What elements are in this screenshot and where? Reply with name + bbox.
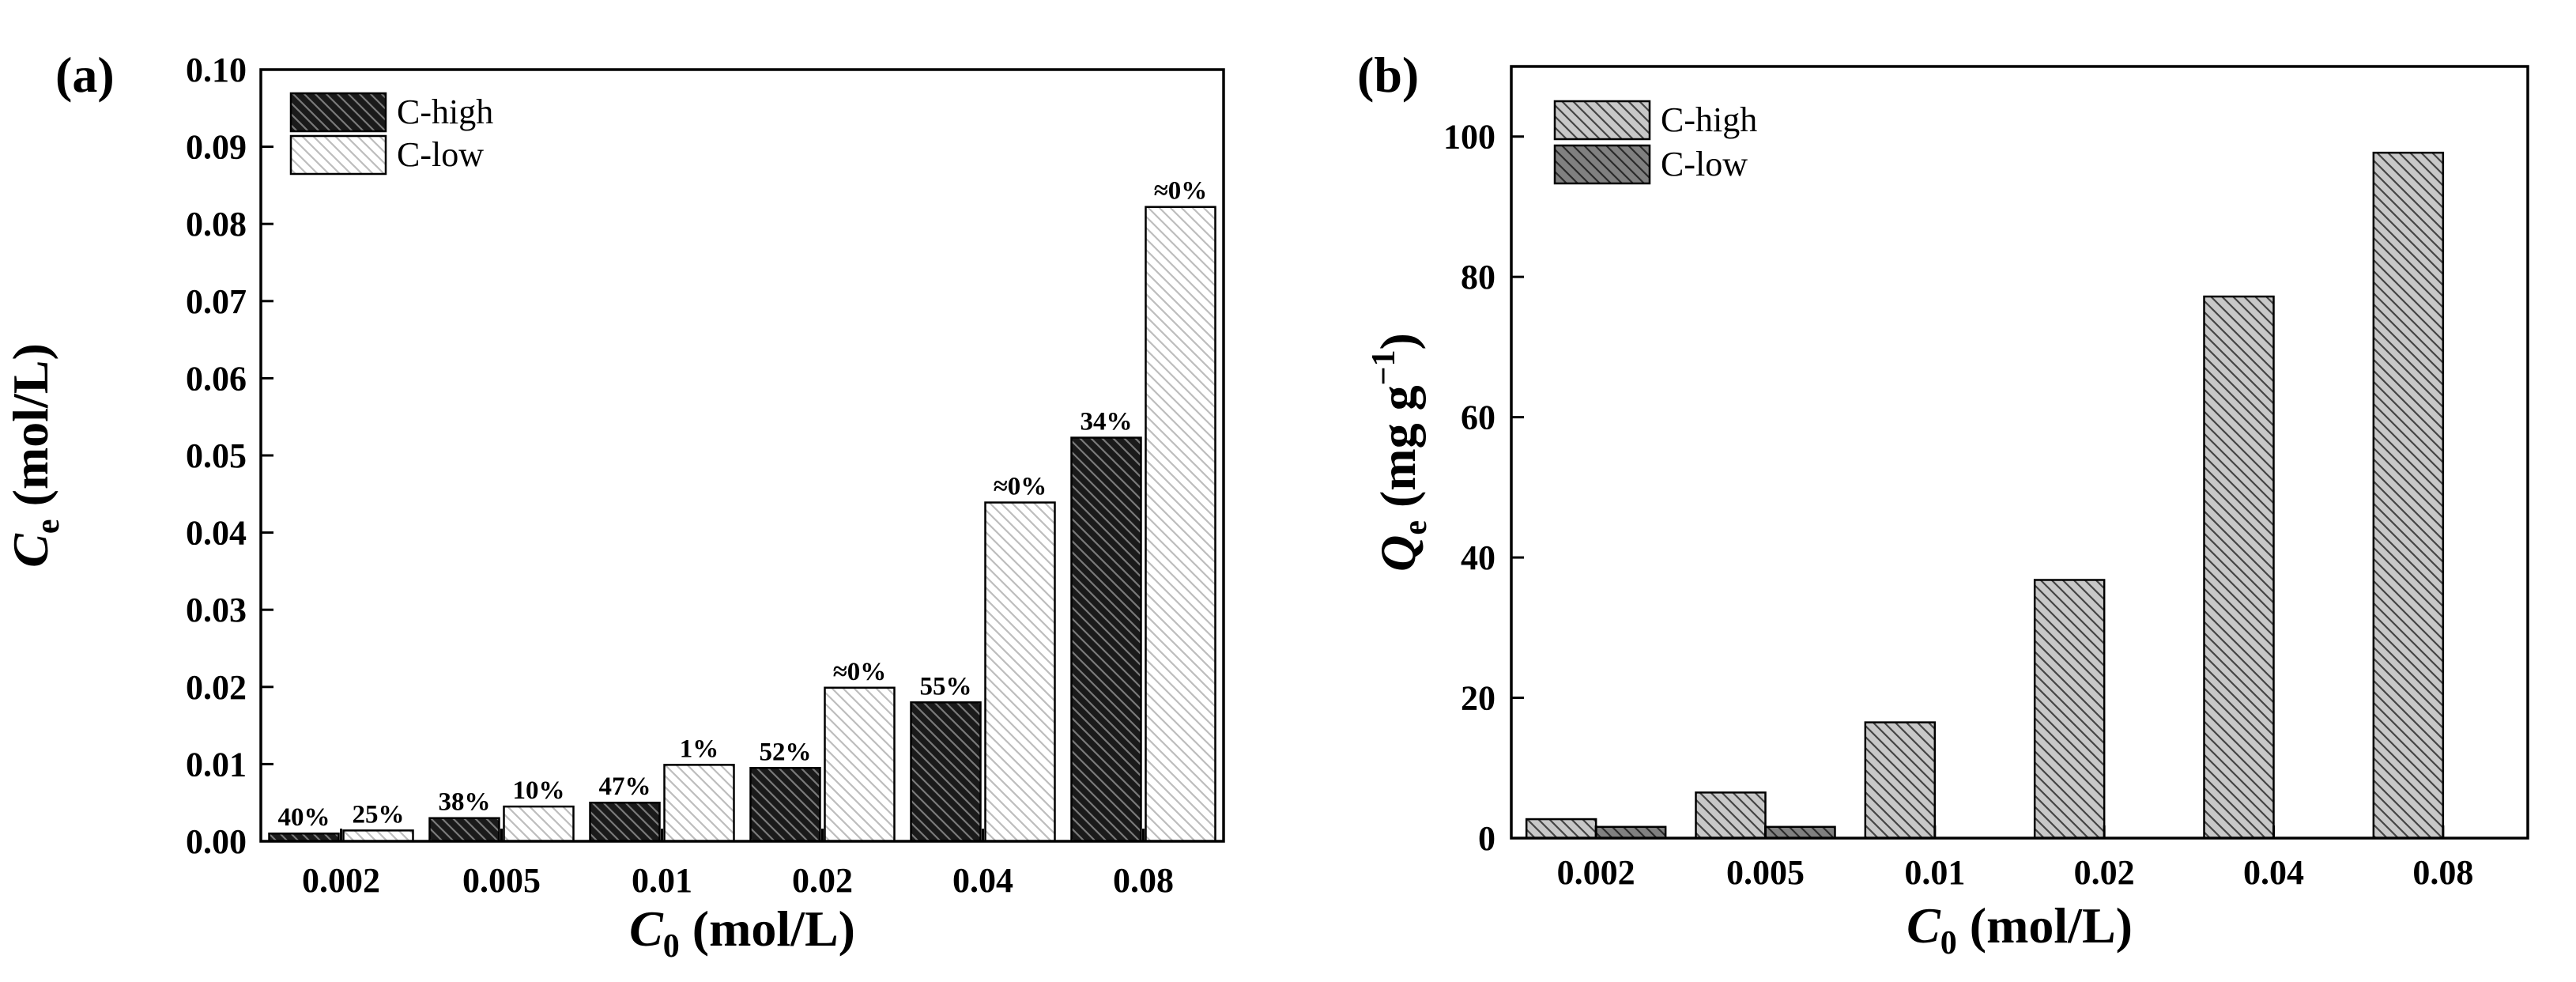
bar-c-high-0.01	[589, 801, 661, 843]
bar-label-c-low-0.04: ≈0%	[994, 473, 1047, 501]
y-tick-label-0: 0	[1478, 819, 1495, 858]
x-tick-label-0.01: 0.01	[632, 861, 692, 900]
y-tick-label-80: 80	[1461, 258, 1495, 296]
bar-c-low-0.01	[663, 764, 735, 843]
bar-c-low-0.005	[1764, 825, 1836, 840]
panel-label: (a)	[55, 47, 115, 103]
bar-c-low-0.002	[1594, 825, 1667, 840]
y-tick-label-0.08: 0.08	[186, 205, 247, 244]
x-tick-label-0.002: 0.002	[302, 861, 380, 900]
y-axis-subscript: e	[30, 519, 66, 534]
bar-label-c-low-0.005: 10%	[513, 776, 565, 805]
bar-c-low-0.02	[824, 686, 896, 843]
legend-swatch-c-low	[1553, 144, 1651, 185]
plot-frame	[259, 68, 1225, 843]
bar-c-high-0.04	[910, 701, 982, 843]
x-axis-title: C0 (mol/L)	[1907, 897, 2133, 961]
y-axis-superscript: −1	[1366, 349, 1402, 385]
y-tick-label-20: 20	[1461, 679, 1495, 718]
y-tick-label-0.10: 0.10	[186, 51, 247, 89]
x-tick-label-0.08: 0.08	[1113, 861, 1174, 900]
bar-c-high-0.02	[749, 767, 821, 843]
x-axis-subscript: 0	[1940, 925, 1957, 961]
x-tick-label-0.04: 0.04	[952, 861, 1013, 900]
bar-label-c-low-0.01: 1%	[680, 735, 719, 763]
legend-swatch-c-low	[289, 134, 387, 176]
y-axis-close: )	[1370, 333, 1426, 349]
x-tick-label-0.005: 0.005	[462, 861, 541, 900]
plot-frame	[1510, 65, 2529, 840]
bar-c-high-0.01	[1864, 721, 1937, 840]
y-tick-label-0.05: 0.05	[186, 436, 247, 475]
bar-c-high-0.005	[1695, 791, 1767, 840]
y-tick-label-0.04: 0.04	[186, 514, 247, 553]
y-axis-subscript: e	[1397, 520, 1434, 535]
bar-label-c-low-0.002: 25%	[353, 800, 405, 829]
y-tick-label-0.07: 0.07	[186, 282, 247, 321]
bar-c-low-0.005	[503, 805, 575, 843]
x-axis-unit: (mol/L)	[680, 901, 855, 957]
bar-c-low-0.04	[984, 501, 1056, 843]
x-tick-label-0.01: 0.01	[1904, 853, 1965, 892]
bar-c-low-0.002	[342, 829, 414, 843]
y-tick-label-0.09: 0.09	[186, 128, 247, 167]
x-axis-symbol: C	[1907, 897, 1941, 954]
x-tick-label-0.005: 0.005	[1726, 853, 1805, 892]
y-tick-label-0.02: 0.02	[186, 668, 247, 707]
bar-c-high-0.04	[2203, 295, 2275, 840]
panel-a-chart: 40% 25% 0.002 38% 10% 0.005 47% 1% 0.01 52% ≈0% 0.0…	[2, 47, 1225, 965]
y-axis-title: Qe (mg g−1)	[1366, 333, 1434, 572]
x-axis-unit: (mol/L)	[1957, 897, 2133, 954]
bar-c-low-0.08	[1145, 206, 1216, 843]
x-tick-label-0.08: 0.08	[2412, 853, 2473, 892]
x-axis-title: C0 (mol/L)	[629, 901, 855, 965]
bar-label-c-high-0.002: 40%	[278, 803, 330, 832]
bar-c-high-0.08	[2372, 151, 2445, 840]
y-axis-unit: (mg g	[1370, 385, 1426, 520]
x-tick-label-0.04: 0.04	[2243, 853, 2304, 892]
y-tick-label-60: 60	[1461, 398, 1495, 437]
legend-label-c-high: C-high	[1661, 100, 1757, 139]
y-tick-label-0.00: 0.00	[186, 822, 247, 861]
y-tick-label-0.01: 0.01	[186, 745, 247, 784]
bar-label-c-high-0.08: 34%	[1081, 408, 1133, 436]
bar-label-c-low-0.02: ≈0%	[833, 658, 887, 686]
y-axis-symbol: C	[2, 533, 58, 568]
y-axis-unit: (mol/L)	[2, 343, 58, 519]
legend-label-c-low: C-low	[397, 135, 484, 174]
x-axis-symbol: C	[629, 901, 664, 957]
bar-c-high-0.002	[1525, 818, 1597, 840]
bar-label-c-high-0.01: 47%	[599, 772, 651, 801]
y-axis-symbol: Q	[1370, 535, 1426, 572]
panel-b-chart: 0.002 0.005 0.01 0.02 0.04 0.08 0 20 40 60 80 100 (b…	[1357, 47, 2529, 961]
x-tick-label-0.02: 0.02	[792, 861, 853, 900]
y-tick-label-100: 100	[1443, 118, 1495, 157]
panel-label: (b)	[1357, 47, 1419, 103]
bar-label-c-high-0.005: 38%	[439, 788, 491, 817]
bar-c-high-0.005	[428, 817, 500, 843]
x-tick-label-0.002: 0.002	[1557, 853, 1635, 892]
bar-c-high-0.08	[1070, 436, 1142, 843]
legend-swatch-c-high	[1553, 100, 1651, 141]
legend-label-c-low: C-low	[1661, 145, 1748, 183]
y-axis-title: Ce (mol/L)	[2, 343, 66, 568]
x-tick-label-0.02: 0.02	[2074, 853, 2135, 892]
bar-c-high-0.02	[2033, 579, 2106, 840]
y-tick-label-40: 40	[1461, 538, 1495, 577]
legend-label-c-high: C-high	[397, 93, 493, 131]
bar-label-c-low-0.08: ≈0%	[1154, 177, 1208, 206]
bar-label-c-high-0.04: 55%	[920, 672, 972, 701]
x-axis-subscript: 0	[663, 928, 680, 965]
bar-label-c-high-0.02: 52%	[760, 738, 812, 766]
y-tick-label-0.03: 0.03	[186, 591, 247, 629]
y-tick-label-0.06: 0.06	[186, 359, 247, 398]
legend-swatch-c-high	[289, 92, 387, 133]
